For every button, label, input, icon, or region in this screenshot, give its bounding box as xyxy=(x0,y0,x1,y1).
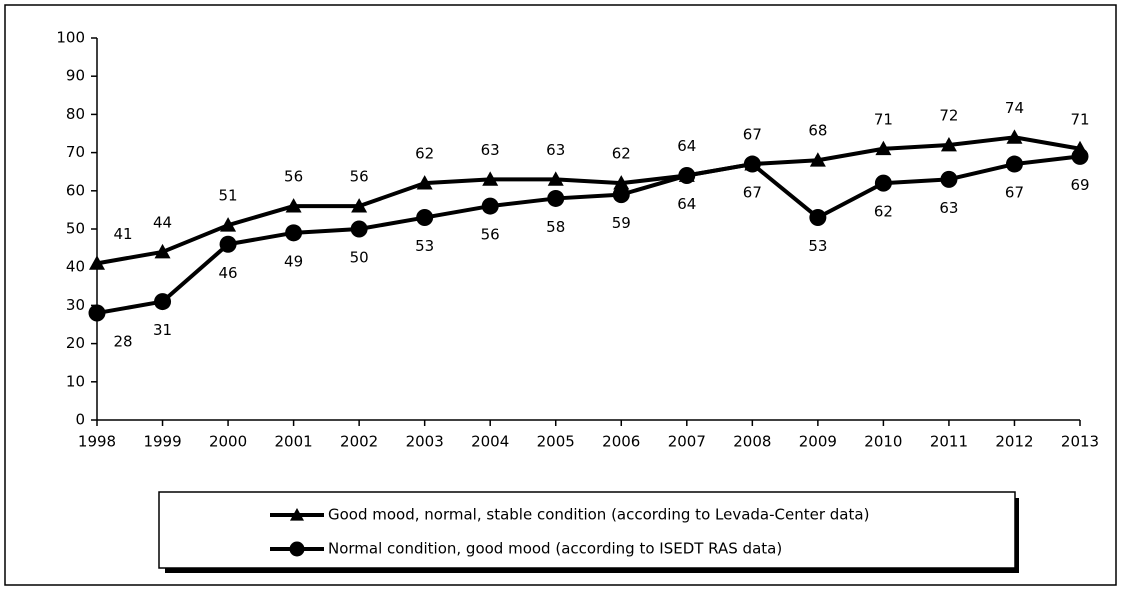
series-line xyxy=(96,135,1081,266)
circle-marker xyxy=(416,209,434,227)
x-tick-label: 2010 xyxy=(864,433,902,451)
y-tick-label: 30 xyxy=(66,296,85,314)
data-label: 62 xyxy=(415,145,434,163)
circle-marker xyxy=(612,186,630,204)
circle-marker xyxy=(940,170,958,188)
data-label: 67 xyxy=(1005,184,1024,202)
x-tick-label: 2011 xyxy=(930,433,968,451)
data-label: 56 xyxy=(481,226,500,244)
data-label: 68 xyxy=(808,122,827,140)
circle-marker xyxy=(1071,147,1089,165)
data-label: 53 xyxy=(808,237,827,255)
data-label: 53 xyxy=(415,237,434,255)
triangle-marker xyxy=(809,152,826,167)
data-label: 67 xyxy=(743,126,762,144)
circle-marker xyxy=(154,293,172,311)
data-label: 44 xyxy=(153,213,172,231)
y-tick-label: 0 xyxy=(75,411,85,429)
circle-marker xyxy=(481,197,499,215)
legend-box xyxy=(158,491,1016,569)
x-tick-label: 1998 xyxy=(78,433,116,451)
triangle-marker xyxy=(875,140,892,156)
legend-label: Normal condition, good mood (according t… xyxy=(328,540,782,558)
x-tick-label: 2003 xyxy=(406,433,444,451)
data-label: 46 xyxy=(219,264,238,282)
x-tick-label: 2006 xyxy=(602,433,640,451)
x-tick-label: 2008 xyxy=(733,433,771,451)
y-tick-label: 60 xyxy=(66,181,85,199)
circle-marker xyxy=(289,541,305,557)
circle-marker xyxy=(874,174,892,192)
data-label: 49 xyxy=(284,252,303,270)
x-tick-label: 2002 xyxy=(340,433,378,451)
chart-frame xyxy=(4,4,1117,586)
data-label: 62 xyxy=(874,203,893,221)
circle-marker xyxy=(219,235,237,253)
triangle-marker xyxy=(547,171,564,186)
data-label: 69 xyxy=(1070,176,1089,194)
data-label: 41 xyxy=(113,225,132,243)
data-label: 67 xyxy=(743,184,762,202)
circle-marker xyxy=(1005,155,1023,173)
data-label: 74 xyxy=(1005,99,1024,117)
y-tick-label: 50 xyxy=(66,220,85,238)
triangle-marker xyxy=(482,171,499,186)
data-label: 56 xyxy=(284,168,303,186)
series-line xyxy=(96,154,1081,316)
triangle-marker xyxy=(220,217,237,232)
triangle-marker xyxy=(285,198,302,213)
x-tick-label: 2000 xyxy=(209,433,247,451)
triangle-marker xyxy=(290,508,304,521)
x-tick-label: 2007 xyxy=(668,433,706,451)
y-tick-label: 40 xyxy=(66,258,85,276)
y-tick-label: 80 xyxy=(66,105,85,123)
data-label: 63 xyxy=(481,141,500,159)
data-label: 62 xyxy=(612,145,631,163)
y-tick-label: 70 xyxy=(66,143,85,161)
data-label: 64 xyxy=(677,137,696,155)
triangle-marker xyxy=(351,198,368,213)
x-tick-label: 2001 xyxy=(275,433,313,451)
triangle-marker xyxy=(940,136,957,152)
data-label: 58 xyxy=(546,218,565,236)
data-label: 63 xyxy=(546,141,565,159)
x-tick-label: 2012 xyxy=(995,433,1033,451)
x-tick-label: 2004 xyxy=(471,433,509,451)
data-label: 63 xyxy=(939,199,958,217)
data-label: 28 xyxy=(113,333,132,351)
data-label: 64 xyxy=(677,195,696,213)
data-label: 72 xyxy=(939,106,958,124)
y-tick-label: 20 xyxy=(66,334,85,352)
triangle-marker xyxy=(416,175,433,190)
triangle-marker xyxy=(89,255,105,270)
circle-marker xyxy=(547,189,565,207)
x-tick-label: 2005 xyxy=(537,433,575,451)
legend-label: Good mood, normal, stable condition (acc… xyxy=(328,506,869,524)
data-label: 56 xyxy=(350,168,369,186)
data-label: 51 xyxy=(219,187,238,205)
y-tick-label: 100 xyxy=(56,29,85,47)
circle-marker xyxy=(678,167,696,185)
data-label: 31 xyxy=(153,321,172,339)
triangle-marker xyxy=(613,175,630,190)
y-tick-label: 10 xyxy=(66,372,85,390)
triangle-marker xyxy=(1006,129,1023,144)
data-label: 59 xyxy=(612,214,631,232)
data-label: 50 xyxy=(350,249,369,267)
circle-marker xyxy=(285,224,303,242)
data-label: 71 xyxy=(874,110,893,128)
y-tick-label: 90 xyxy=(66,67,85,85)
circle-marker xyxy=(350,220,368,238)
circle-marker xyxy=(88,304,106,322)
triangle-marker xyxy=(154,243,171,259)
x-tick-label: 2013 xyxy=(1061,433,1099,451)
x-tick-label: 2009 xyxy=(799,433,837,451)
data-label: 71 xyxy=(1070,110,1089,128)
x-tick-label: 1999 xyxy=(143,433,181,451)
circle-marker xyxy=(809,209,827,227)
circle-marker xyxy=(743,155,761,173)
